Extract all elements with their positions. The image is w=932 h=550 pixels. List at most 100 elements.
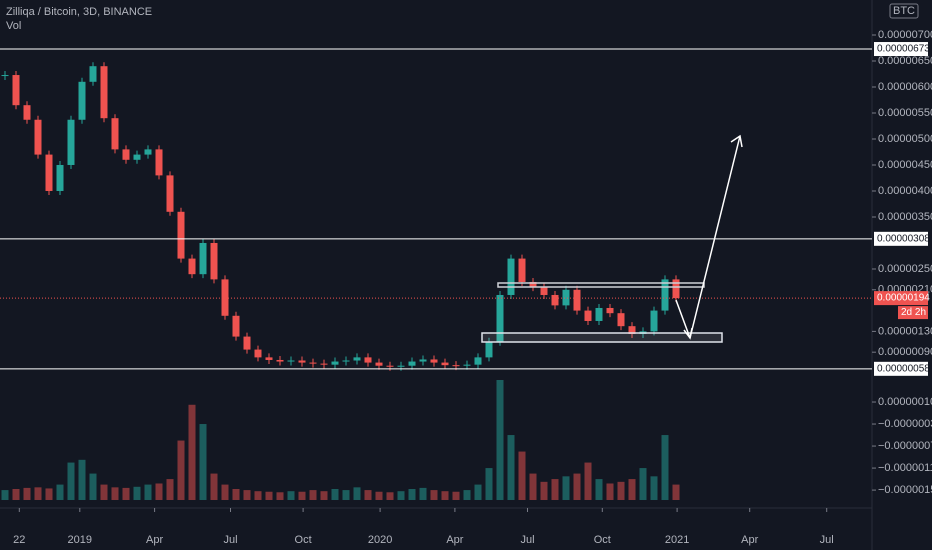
candle [463,364,471,366]
candle [496,294,504,342]
candle [573,289,581,311]
x-tick-label: Jul [520,534,534,546]
x-tick-label: 2020 [368,534,392,546]
x-tick-label: 22 [13,534,25,546]
volume-bar [584,462,592,500]
candle [441,362,449,366]
currency[interactable]: BTC [893,5,915,17]
candle [408,361,416,366]
volume-bar [573,473,581,500]
candle [507,258,515,295]
candle [78,81,86,120]
candle [34,119,42,155]
volume-bar [221,484,229,500]
volume-bar [551,479,559,500]
candle [23,105,31,120]
candle [353,357,361,361]
candle [56,164,64,191]
volume-bar [122,487,130,500]
volume-bar [518,451,526,500]
candle [397,365,405,367]
y-tick-label: 0.00000250 [878,263,932,275]
volume-bar [298,491,306,500]
x-tick-label: Apr [446,534,463,546]
volume-bar [507,435,515,500]
candle [177,211,185,259]
volume-bar [177,440,185,500]
candle [529,281,537,288]
candle [485,341,493,358]
candle [386,365,394,367]
volume-bar [56,484,64,500]
candle [111,118,119,150]
volume-bar [463,490,471,500]
candle [540,287,548,295]
candle [320,363,328,365]
volume-bar [639,468,647,500]
candle [133,154,141,160]
candle [375,362,383,366]
volume-bar [133,486,141,500]
volume-bar [661,435,669,500]
y-tick-label: 0.00000130 [878,325,932,337]
volume-bar [144,484,152,500]
volume-bar [375,491,383,500]
vol-tick-label: −0.00000030 [878,418,932,430]
candle [650,310,658,332]
candle [364,357,372,363]
x-tick-label: 2019 [68,534,92,546]
volume-bar [199,424,207,500]
candle [243,336,251,350]
volume-bar [265,491,273,500]
volume-bar [34,487,42,500]
x-tick-label: Jul [223,534,237,546]
candle [342,360,350,362]
x-tick-label: Apr [146,534,163,546]
level-label: 0.00000058 [877,363,930,374]
volume-bar [243,490,251,500]
volume-bar [320,491,328,500]
candle [595,307,603,321]
volume-bar [100,484,108,500]
volume-bar [254,491,262,500]
candle [474,357,482,365]
y-tick-label: 0.00000700 [878,29,932,41]
volume-bar [419,487,427,500]
candle [1,75,9,77]
candle [672,279,680,299]
last-price-label: 0.00000194 [877,293,930,304]
currency-badge[interactable] [889,3,919,19]
volume-bar [111,487,119,500]
volume-bar [342,490,350,500]
volume-bar [529,473,537,500]
vol-tick-label: −0.00000150 [878,484,932,496]
candle [287,360,295,362]
volume-bar [45,488,53,500]
candle [551,294,559,306]
volume-bar [386,492,394,500]
candle [331,361,339,365]
candle [617,313,625,327]
chart-title: Zilliqa / Bitcoin, 3D, BINANCE [6,6,152,18]
candle [232,315,240,337]
x-tick-label: 2021 [665,534,689,546]
candle [67,119,75,165]
candle [276,359,284,362]
candle [199,242,207,275]
candle [122,149,130,160]
vol-tick-label: −0.00000110 [878,462,932,474]
vol-tick-label: −0.00000070 [878,440,932,452]
volume-bar [166,479,174,500]
volume-bar [474,484,482,500]
candle [254,349,262,358]
candle [518,258,526,282]
volume-bar [276,492,284,500]
volume-bar [397,491,405,500]
countdown-label: 2d 2h [901,307,926,318]
candle [210,242,218,280]
volume-bar [430,490,438,500]
volume-bar [155,483,163,500]
candle [298,360,306,363]
